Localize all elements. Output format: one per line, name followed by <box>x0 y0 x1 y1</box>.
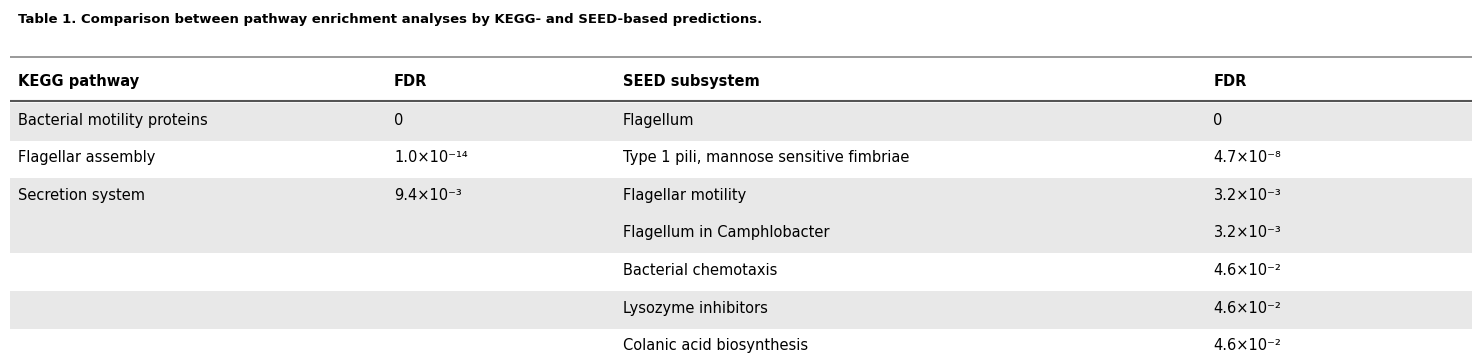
Text: 3.2×10⁻³: 3.2×10⁻³ <box>1214 225 1282 240</box>
Text: 1.0×10⁻¹⁴: 1.0×10⁻¹⁴ <box>394 150 468 165</box>
Text: FDR: FDR <box>1214 74 1246 89</box>
Text: KEGG pathway: KEGG pathway <box>18 74 139 89</box>
Text: 0: 0 <box>394 112 403 127</box>
Text: Table 1. Comparison between pathway enrichment analyses by KEGG- and SEED-based : Table 1. Comparison between pathway enri… <box>18 13 762 26</box>
Text: 3.2×10⁻³: 3.2×10⁻³ <box>1214 188 1282 203</box>
Text: Type 1 pili, mannose sensitive fimbriae: Type 1 pili, mannose sensitive fimbriae <box>622 150 910 165</box>
Bar <box>10 216 1472 253</box>
Text: 4.6×10⁻²: 4.6×10⁻² <box>1214 301 1282 316</box>
Text: 9.4×10⁻³: 9.4×10⁻³ <box>394 188 462 203</box>
Text: 4.6×10⁻²: 4.6×10⁻² <box>1214 338 1282 353</box>
Text: Secretion system: Secretion system <box>18 188 145 203</box>
Bar <box>10 328 1472 357</box>
Text: 0: 0 <box>1214 112 1223 127</box>
Text: Flagellar motility: Flagellar motility <box>622 188 745 203</box>
Bar <box>10 178 1472 216</box>
Text: Bacterial motility proteins: Bacterial motility proteins <box>18 112 207 127</box>
Text: 4.7×10⁻⁸: 4.7×10⁻⁸ <box>1214 150 1282 165</box>
Text: Bacterial chemotaxis: Bacterial chemotaxis <box>622 263 777 278</box>
Text: 4.6×10⁻²: 4.6×10⁻² <box>1214 263 1282 278</box>
Bar <box>10 103 1472 141</box>
Text: FDR: FDR <box>394 74 427 89</box>
Text: Lysozyme inhibitors: Lysozyme inhibitors <box>622 301 768 316</box>
Text: Flagellar assembly: Flagellar assembly <box>18 150 156 165</box>
Text: Flagellum in Camphlobacter: Flagellum in Camphlobacter <box>622 225 830 240</box>
Text: SEED subsystem: SEED subsystem <box>622 74 760 89</box>
Text: Flagellum: Flagellum <box>622 112 695 127</box>
Bar <box>10 141 1472 178</box>
Text: Colanic acid biosynthesis: Colanic acid biosynthesis <box>622 338 808 353</box>
Bar <box>10 291 1472 328</box>
Bar <box>10 253 1472 291</box>
